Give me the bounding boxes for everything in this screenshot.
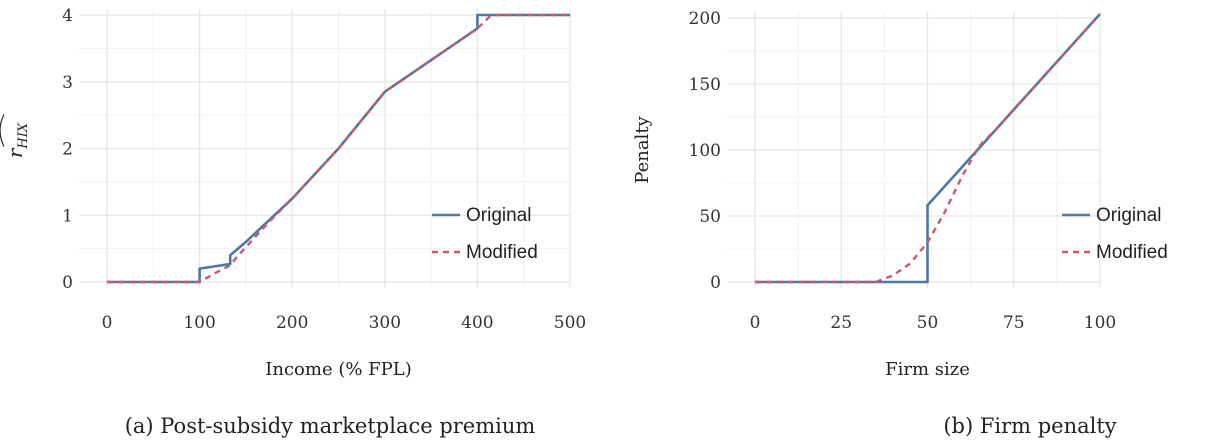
y-tick-label: 1 (62, 206, 73, 226)
x-tick-label: 200 (276, 313, 308, 333)
x-tick-label: 0 (102, 313, 113, 333)
x-tick-label: 50 (917, 313, 939, 333)
series-line-modified (107, 13, 570, 284)
figure-caption: (b) Firm penalty (943, 414, 1116, 438)
x-tick-label: 0 (750, 313, 761, 333)
y-tick-label: 100 (689, 141, 721, 161)
x-tick-label: 75 (1003, 313, 1025, 333)
y-tick-label: 4 (62, 6, 73, 26)
x-axis-label: Firm size (885, 359, 970, 380)
figure-caption: (a) Post-subsidy marketplace premium (125, 414, 536, 438)
x-axis-label: Income (% FPL) (265, 359, 412, 380)
legend-label-original: Original (466, 205, 531, 226)
y-tick-label: 2 (62, 140, 73, 160)
chart-2: 0 25 50 75 100 0 50 100 150 200 Original Modified Fi… (632, 9, 1168, 438)
chart-1: 0 100 200 300 400 500 0 1 2 3 4 Original Modified Inc… (0, 6, 586, 438)
legend-label-modified: Modified (1096, 242, 1168, 263)
y-tick-label: 150 (689, 75, 721, 95)
y-tick-label: 50 (699, 207, 721, 227)
legend-label-modified: Modified (466, 242, 538, 263)
x-tick-label: 100 (183, 313, 215, 333)
x-tick-label: 25 (830, 313, 852, 333)
y-axis-label: Penalty (632, 115, 653, 183)
y-tick-label: 0 (62, 273, 73, 293)
x-tick-label: 400 (461, 313, 493, 333)
y-axis-label: rHIX (3, 122, 31, 158)
x-tick-label: 300 (369, 313, 401, 333)
series-line-original (107, 13, 570, 284)
legend-label-original: Original (1096, 205, 1161, 226)
y-axis-label-hat (0, 114, 5, 147)
x-tick-label: 100 (1084, 313, 1116, 333)
y-tick-label: 0 (710, 273, 721, 293)
y-tick-label: 3 (62, 73, 73, 93)
y-tick-label: 200 (689, 9, 721, 29)
x-tick-label: 500 (554, 313, 586, 333)
